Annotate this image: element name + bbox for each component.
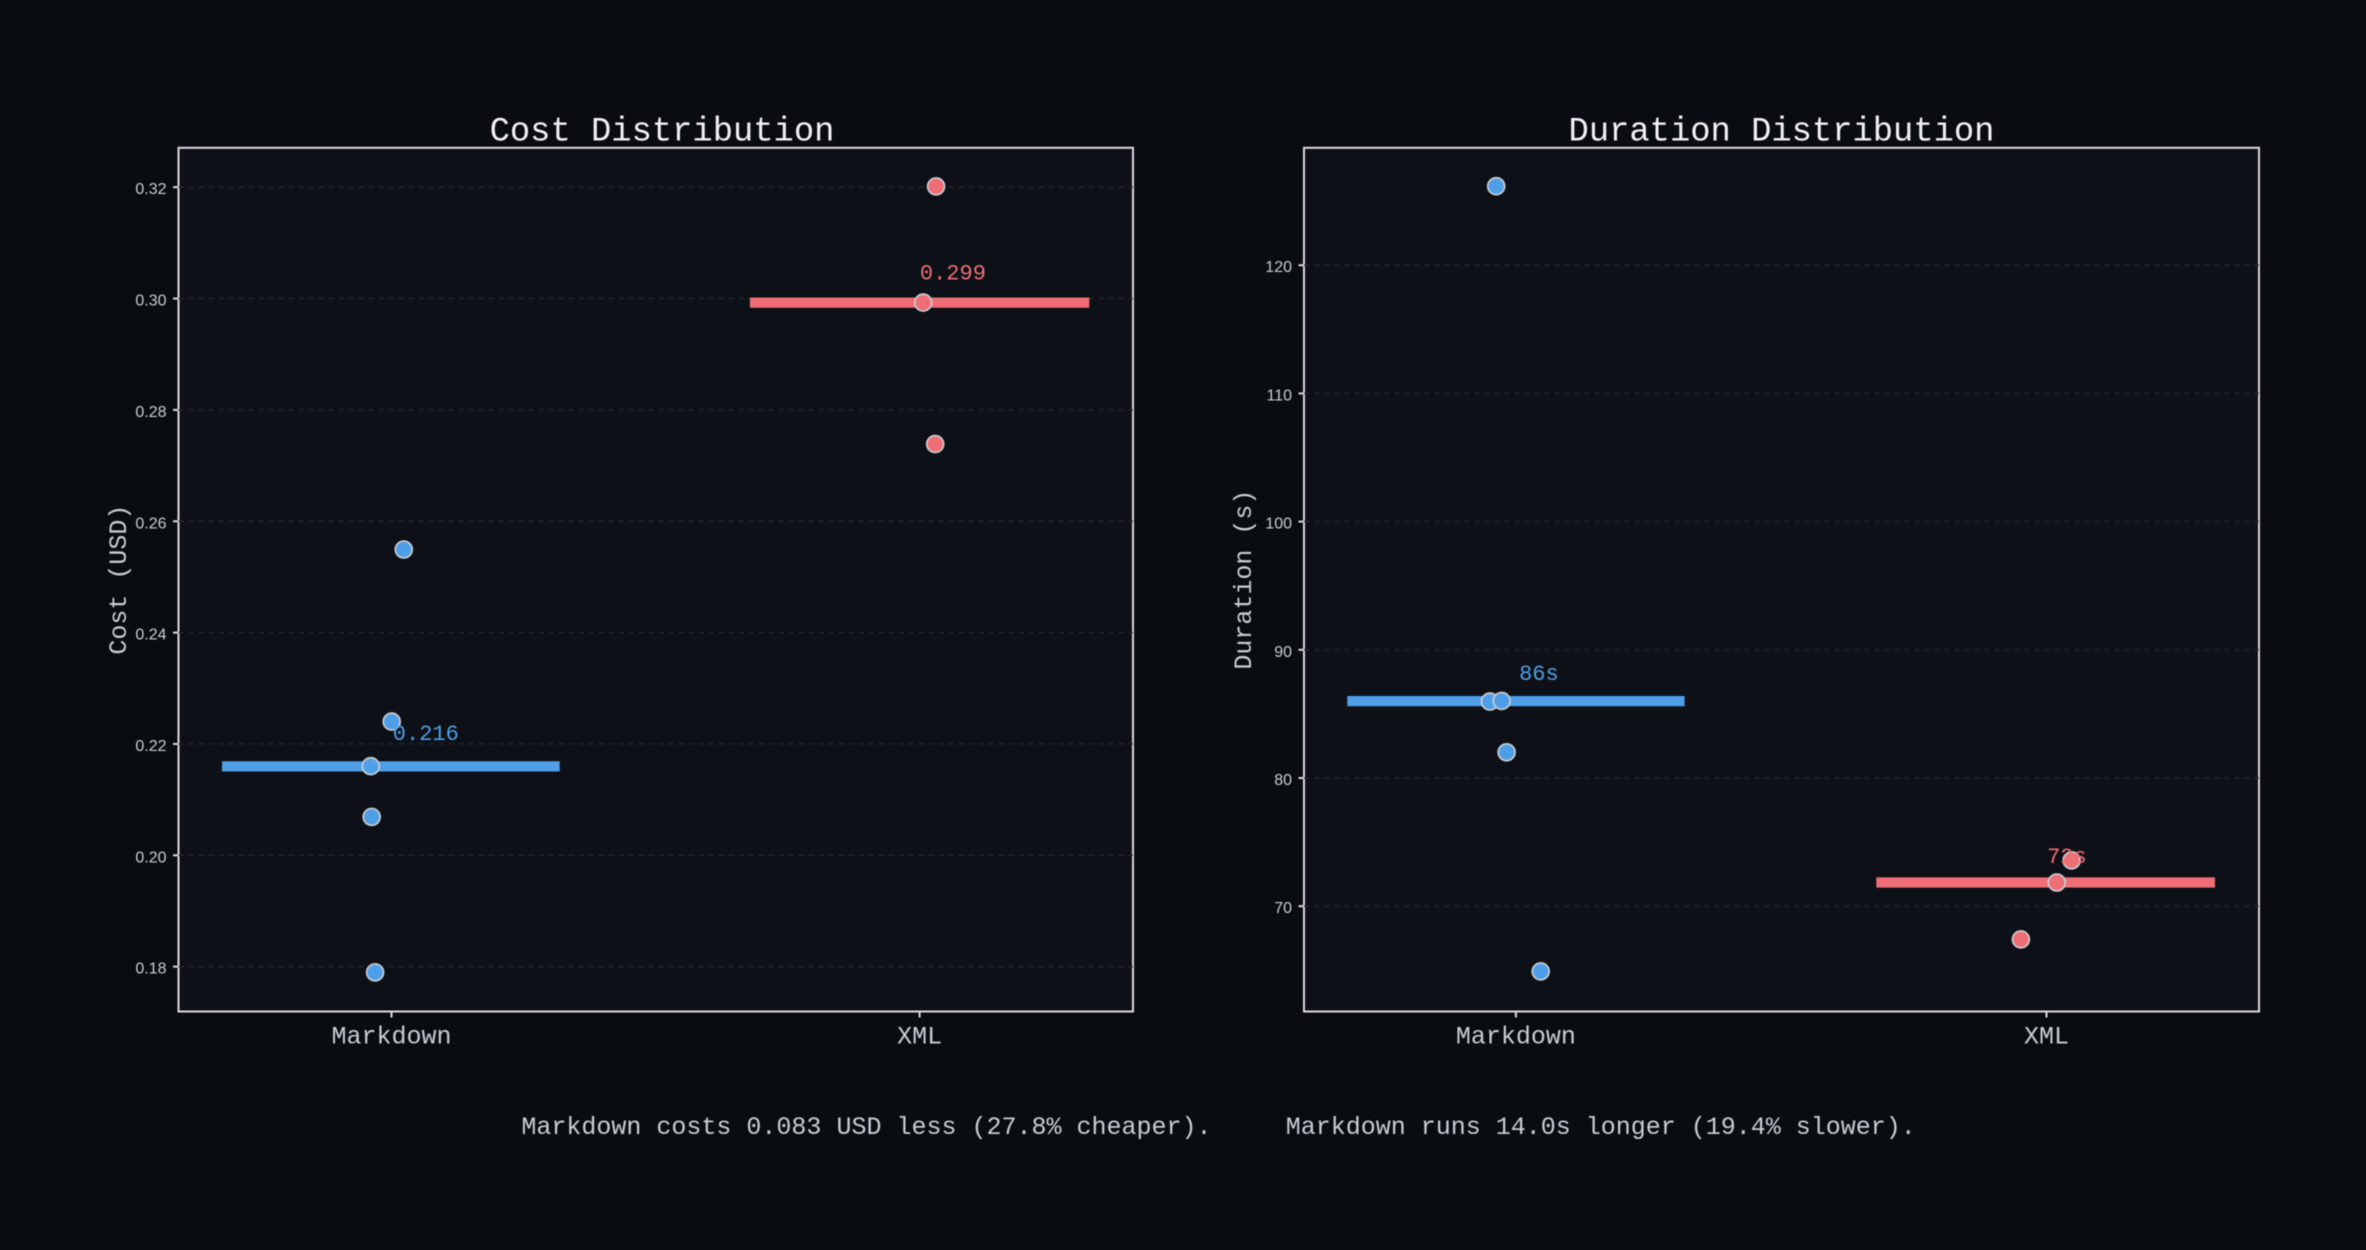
svg-text:Markdown costs 0.083 USD less: Markdown costs 0.083 USD less (27.8% che…	[521, 1113, 1211, 1142]
svg-text:Cost Distribution: Cost Distribution	[490, 114, 835, 152]
svg-text:Markdown runs 14.0s longer (19: Markdown runs 14.0s longer (19.4% slower…	[1286, 1113, 1916, 1142]
svg-text:0.20: 0.20	[135, 849, 166, 866]
svg-text:90: 90	[1274, 644, 1292, 661]
svg-text:Markdown: Markdown	[331, 1023, 451, 1052]
svg-text:0.22: 0.22	[135, 738, 166, 755]
svg-text:80: 80	[1274, 772, 1292, 789]
svg-text:72s: 72s	[2047, 845, 2087, 870]
svg-text:Cost (USD): Cost (USD)	[105, 505, 134, 655]
svg-text:Duration Distribution: Duration Distribution	[1569, 114, 1995, 152]
svg-text:XML: XML	[897, 1023, 942, 1052]
svg-text:86s: 86s	[1519, 662, 1559, 687]
svg-text:120: 120	[1265, 259, 1292, 276]
svg-text:0.30: 0.30	[135, 293, 166, 310]
svg-text:100: 100	[1265, 516, 1292, 533]
svg-text:0.299: 0.299	[920, 261, 986, 286]
svg-text:110: 110	[1266, 387, 1292, 404]
svg-text:70: 70	[1274, 900, 1292, 917]
svg-text:Markdown: Markdown	[1456, 1023, 1576, 1052]
svg-text:0.18: 0.18	[135, 961, 166, 978]
svg-text:0.26: 0.26	[135, 515, 166, 532]
svg-text:Duration (s): Duration (s)	[1230, 490, 1259, 670]
svg-text:0.216: 0.216	[393, 722, 459, 747]
svg-text:0.24: 0.24	[135, 627, 166, 644]
svg-text:XML: XML	[2024, 1023, 2069, 1052]
svg-text:0.32: 0.32	[135, 181, 166, 198]
svg-text:0.28: 0.28	[135, 404, 166, 421]
